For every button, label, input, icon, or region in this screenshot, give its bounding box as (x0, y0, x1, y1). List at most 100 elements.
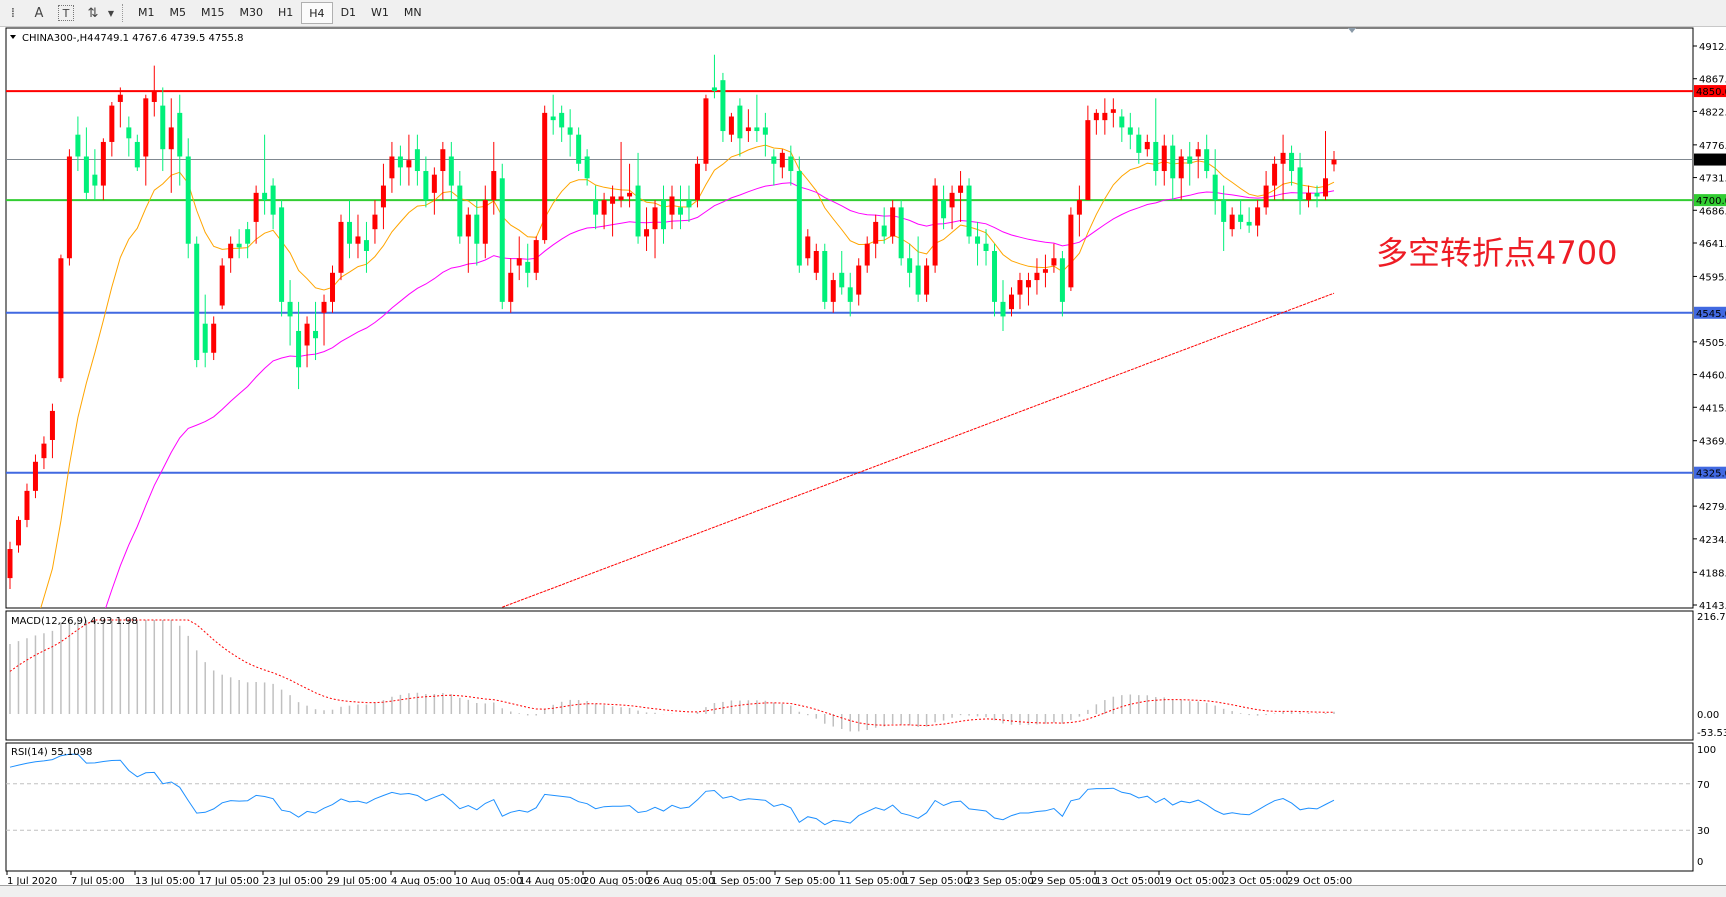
text-icon[interactable]: A (34, 5, 44, 21)
candle (525, 243, 531, 288)
candle-body (941, 200, 947, 219)
candle (762, 112, 768, 157)
candle (975, 221, 981, 266)
candle (737, 98, 743, 157)
annotation-text: 多空转折点4700 (1376, 234, 1617, 272)
timeframe-m30[interactable]: M30 (239, 5, 264, 19)
price-tick-label: 4143.0 (1699, 601, 1726, 612)
candle-body (346, 221, 352, 244)
candle (1221, 185, 1227, 251)
candle (1178, 149, 1184, 201)
candle-body (508, 272, 514, 302)
arrows-icon[interactable]: ⇅ (87, 5, 99, 21)
candle (414, 134, 420, 186)
timeframe-m1[interactable]: M1 (138, 5, 155, 19)
candle (109, 101, 115, 157)
candle-body (762, 127, 768, 135)
candle-body (771, 156, 777, 164)
resistance-line-label: 4850.0 (1696, 87, 1726, 98)
timeframe-h4[interactable]: H4 (301, 2, 333, 24)
candle-body (1280, 152, 1286, 164)
timeframe-d1[interactable]: D1 (340, 5, 357, 19)
candle (448, 141, 454, 201)
candle-body (1051, 258, 1057, 266)
candle-body (1042, 269, 1048, 273)
candle (440, 141, 446, 201)
candle (491, 141, 497, 215)
chevron-down-icon[interactable]: ▼ (107, 8, 115, 18)
candle (533, 236, 539, 281)
candle (1331, 150, 1337, 172)
support-line-label-bg (1694, 306, 1726, 319)
candle (32, 454, 38, 499)
candle-body (567, 127, 573, 135)
candle-body (992, 250, 998, 302)
candle (1051, 243, 1057, 273)
candle-body (185, 156, 191, 244)
candle-body (491, 171, 497, 201)
time-label: 7 Sep 05:00 (775, 876, 835, 887)
time-label: 17 Jul 05:00 (199, 876, 259, 887)
candle-body (1136, 134, 1142, 153)
timeframe-h1[interactable]: H1 (278, 5, 294, 19)
candle (1255, 200, 1261, 237)
candle (83, 127, 89, 201)
candle-body (236, 243, 242, 248)
candle-body (1314, 192, 1320, 197)
time-label: 13 Oct 05:00 (1095, 876, 1160, 887)
candle-body (1034, 272, 1040, 281)
candle (1110, 98, 1116, 128)
candle-body (822, 250, 828, 302)
candle (593, 185, 599, 230)
candle (1280, 134, 1286, 201)
timeframe-m15[interactable]: M15 (201, 5, 225, 19)
time-label: 11 Sep 05:00 (839, 876, 906, 887)
candle (474, 200, 480, 266)
candle-body (1144, 141, 1150, 150)
candle-body (151, 91, 157, 102)
candle-body (593, 200, 599, 215)
candle (313, 301, 319, 361)
timeframe-m5[interactable]: M5 (169, 5, 187, 19)
candle (49, 403, 55, 459)
bottom-scroll-strip[interactable] (0, 885, 1726, 897)
candle (1000, 280, 1006, 331)
ma-long-line (502, 292, 1335, 608)
candle-body (1272, 163, 1278, 186)
timeframe-mn[interactable]: MN (403, 5, 422, 19)
candle-body (126, 127, 132, 139)
price-tick-label: 4641.0 (1699, 239, 1726, 250)
price-tick-label: 4460.0 (1699, 371, 1726, 382)
candle (126, 116, 132, 157)
candle-body (1170, 145, 1176, 179)
chart-shift-marker-icon[interactable] (1348, 28, 1356, 33)
price-tick-label: 4822.0 (1699, 107, 1726, 118)
candle-body (677, 207, 683, 215)
candle (576, 127, 582, 172)
collapse-triangle-icon[interactable] (10, 35, 16, 39)
candle (771, 149, 777, 186)
main-panel-frame (5, 27, 1694, 609)
candle (830, 272, 836, 313)
candle (1144, 134, 1150, 157)
candle (194, 236, 200, 368)
candle (703, 94, 709, 172)
candle (202, 294, 208, 368)
candle-body (847, 287, 853, 302)
horizontal-lines-icon[interactable]: ⁞ (10, 5, 16, 21)
candle (661, 185, 667, 244)
price-tick-label: 4776.0 (1699, 141, 1726, 152)
candle (1212, 149, 1218, 215)
support-line-label: 4545.0 (1696, 309, 1726, 320)
text-label-icon[interactable]: T (58, 5, 74, 21)
candle-body (983, 243, 989, 251)
candle (924, 258, 930, 302)
candle-body (669, 196, 675, 215)
candle-body (1076, 200, 1082, 215)
time-label: 23 Jul 05:00 (263, 876, 323, 887)
candle-body (66, 156, 72, 259)
candle (304, 316, 310, 368)
timeframe-w1[interactable]: W1 (371, 5, 389, 19)
candle-body (355, 236, 361, 244)
